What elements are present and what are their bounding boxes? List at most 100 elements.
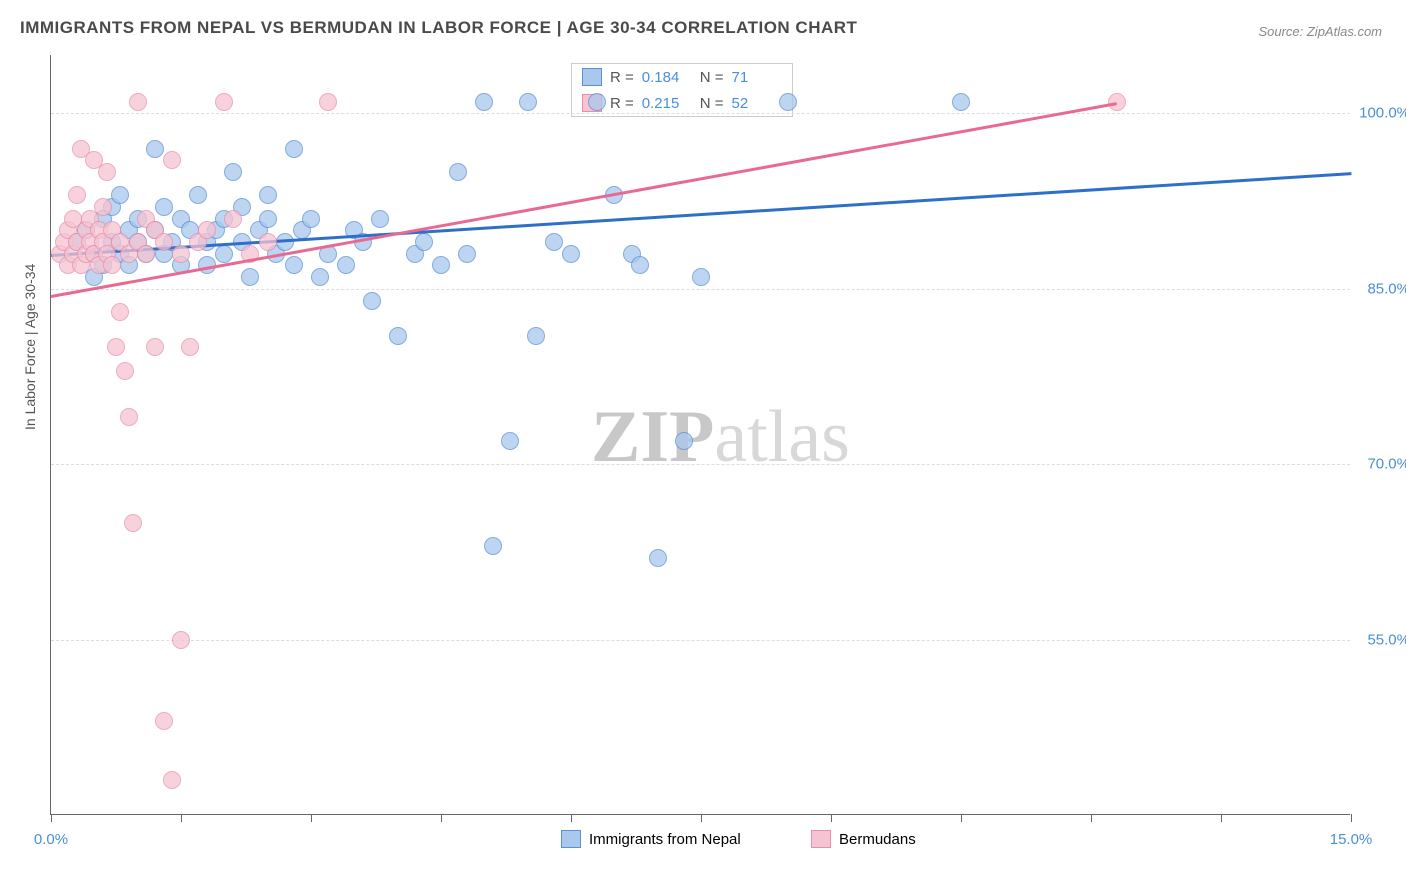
x-tick <box>1221 814 1222 822</box>
scatter-point-bermudans <box>116 362 134 380</box>
scatter-point-nepal <box>415 233 433 251</box>
scatter-point-bermudans <box>107 338 125 356</box>
scatter-point-bermudans <box>155 712 173 730</box>
chart-plot-area: ZIPatlas R = 0.184 N = 71 R = 0.215 N = … <box>50 55 1350 815</box>
scatter-point-bermudans <box>103 256 121 274</box>
scatter-point-nepal <box>259 186 277 204</box>
scatter-point-nepal <box>389 327 407 345</box>
x-tick <box>51 814 52 822</box>
scatter-point-nepal <box>649 549 667 567</box>
grid-line <box>51 113 1350 114</box>
scatter-point-nepal <box>562 245 580 263</box>
legend-bermudans: Bermudans <box>811 830 916 848</box>
scatter-point-bermudans <box>1108 93 1126 111</box>
scatter-point-bermudans <box>198 221 216 239</box>
legend-nepal: Immigrants from Nepal <box>561 830 741 848</box>
scatter-point-bermudans <box>181 338 199 356</box>
scatter-point-bermudans <box>215 93 233 111</box>
r-label: R = <box>610 95 634 112</box>
scatter-point-nepal <box>337 256 355 274</box>
legend-swatch-nepal <box>561 830 581 848</box>
scatter-point-nepal <box>675 432 693 450</box>
watermark: ZIPatlas <box>591 395 850 480</box>
legend-label-nepal: Immigrants from Nepal <box>589 831 741 848</box>
scatter-point-bermudans <box>163 771 181 789</box>
r-value-nepal: 0.184 <box>642 69 692 86</box>
n-value-nepal: 71 <box>732 69 782 86</box>
scatter-point-nepal <box>311 268 329 286</box>
x-tick-label: 15.0% <box>1330 831 1373 848</box>
grid-line <box>51 289 1350 290</box>
scatter-point-nepal <box>363 292 381 310</box>
scatter-point-nepal <box>224 163 242 181</box>
scatter-point-nepal <box>432 256 450 274</box>
scatter-point-nepal <box>484 537 502 555</box>
scatter-point-nepal <box>458 245 476 263</box>
grid-line <box>51 464 1350 465</box>
legend-label-bermudans: Bermudans <box>839 831 916 848</box>
scatter-point-bermudans <box>68 186 86 204</box>
scatter-point-bermudans <box>259 233 277 251</box>
stats-row-nepal: R = 0.184 N = 71 <box>572 64 792 90</box>
scatter-point-bermudans <box>172 245 190 263</box>
scatter-point-nepal <box>285 140 303 158</box>
scatter-point-bermudans <box>319 93 337 111</box>
x-tick <box>961 814 962 822</box>
x-tick <box>441 814 442 822</box>
scatter-point-nepal <box>215 245 233 263</box>
n-label: N = <box>700 69 724 86</box>
scatter-point-nepal <box>501 432 519 450</box>
r-label: R = <box>610 69 634 86</box>
n-label: N = <box>700 95 724 112</box>
x-tick <box>831 814 832 822</box>
chart-title: IMMIGRANTS FROM NEPAL VS BERMUDAN IN LAB… <box>20 18 857 38</box>
scatter-point-bermudans <box>172 631 190 649</box>
scatter-point-bermudans <box>155 233 173 251</box>
scatter-point-nepal <box>527 327 545 345</box>
y-tick-label: 55.0% <box>1367 631 1406 648</box>
y-tick-label: 85.0% <box>1367 280 1406 297</box>
scatter-point-nepal <box>285 256 303 274</box>
r-value-bermudans: 0.215 <box>642 95 692 112</box>
scatter-point-nepal <box>241 268 259 286</box>
scatter-point-nepal <box>302 210 320 228</box>
scatter-point-bermudans <box>146 338 164 356</box>
scatter-point-nepal <box>475 93 493 111</box>
scatter-point-nepal <box>519 93 537 111</box>
scatter-point-nepal <box>692 268 710 286</box>
scatter-point-nepal <box>545 233 563 251</box>
scatter-point-bermudans <box>124 514 142 532</box>
scatter-point-nepal <box>155 198 173 216</box>
source-attribution: Source: ZipAtlas.com <box>1258 24 1382 39</box>
scatter-point-bermudans <box>120 408 138 426</box>
scatter-point-nepal <box>779 93 797 111</box>
swatch-nepal <box>582 68 602 86</box>
x-tick <box>701 814 702 822</box>
scatter-point-bermudans <box>111 303 129 321</box>
scatter-point-nepal <box>588 93 606 111</box>
x-tick <box>181 814 182 822</box>
scatter-point-nepal <box>371 210 389 228</box>
x-tick <box>1351 814 1352 822</box>
legend-swatch-bermudans <box>811 830 831 848</box>
scatter-point-nepal <box>146 140 164 158</box>
y-tick-label: 100.0% <box>1359 105 1406 122</box>
scatter-point-bermudans <box>98 163 116 181</box>
scatter-point-nepal <box>111 186 129 204</box>
x-tick-label: 0.0% <box>34 831 68 848</box>
scatter-point-nepal <box>449 163 467 181</box>
x-tick <box>1091 814 1092 822</box>
x-tick <box>571 814 572 822</box>
scatter-point-bermudans <box>94 198 112 216</box>
scatter-point-nepal <box>952 93 970 111</box>
watermark-rest: atlas <box>714 396 850 478</box>
scatter-point-bermudans <box>129 93 147 111</box>
x-tick <box>311 814 312 822</box>
scatter-point-bermudans <box>137 245 155 263</box>
n-value-bermudans: 52 <box>732 95 782 112</box>
grid-line <box>51 640 1350 641</box>
scatter-point-bermudans <box>163 151 181 169</box>
y-axis-label: In Labor Force | Age 30-34 <box>22 264 38 430</box>
watermark-bold: ZIP <box>591 396 714 478</box>
scatter-point-bermudans <box>224 210 242 228</box>
